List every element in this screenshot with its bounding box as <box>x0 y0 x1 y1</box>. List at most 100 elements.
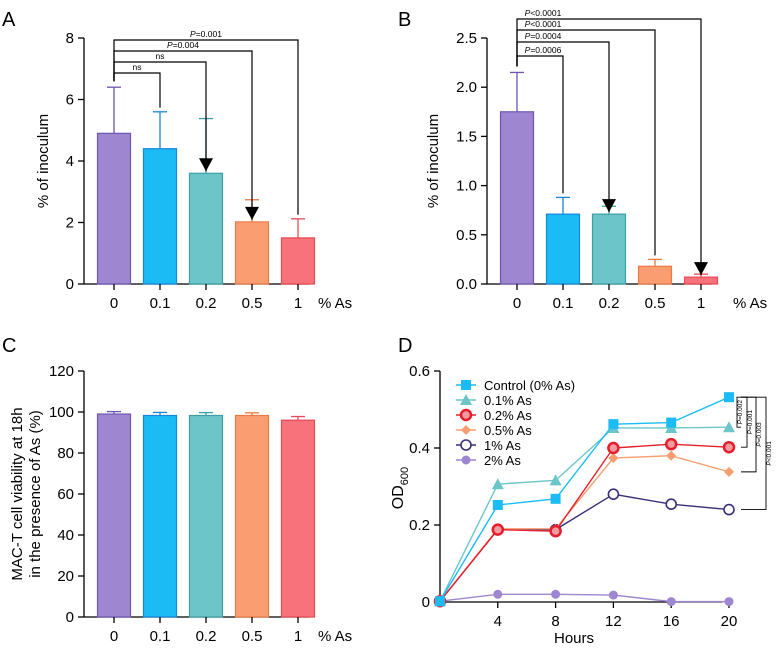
panel-b: B 0.0 0.5 1.0 1.5 2.0 2.5 % of inoculum 0 0.1 0.2… <box>398 8 767 312</box>
bar <box>234 414 270 618</box>
y-tick-label: 120 <box>49 363 74 380</box>
legend-marker <box>460 394 472 405</box>
data-point <box>608 590 618 600</box>
y-tick-label: 1.0 <box>456 178 477 195</box>
x-tick-label: 0.1 <box>150 628 171 645</box>
arrow-head <box>199 158 213 172</box>
bar <box>142 414 178 618</box>
x-tick-label: 0.5 <box>242 628 263 645</box>
data-point <box>722 440 736 454</box>
arrow-head <box>694 262 708 276</box>
data-point <box>666 597 676 607</box>
y-tick-label: 6 <box>66 92 74 109</box>
significance-label: P=0.0006 <box>525 45 562 55</box>
bar <box>280 419 316 618</box>
series-line <box>439 593 729 603</box>
x-tick-label: 0.2 <box>196 628 217 645</box>
y-tick-label: 0 <box>422 594 430 611</box>
data-point <box>723 503 735 516</box>
x-axis-label: % As <box>318 628 352 645</box>
data-point <box>724 466 734 477</box>
legend-entry: 1% As <box>484 438 521 453</box>
significance-bracket <box>516 18 702 276</box>
y-tick-label: 0 <box>66 609 74 626</box>
data-point <box>665 498 678 511</box>
data-point <box>607 441 620 455</box>
data-point <box>492 499 503 510</box>
significance-label: ns <box>133 62 142 72</box>
x-tick-label: 20 <box>721 613 738 630</box>
x-tick-label: 1 <box>294 628 302 645</box>
x-tick-label: 0 <box>110 628 118 645</box>
significance-bracket <box>113 39 299 215</box>
data-point <box>491 478 504 490</box>
y-tick-label: 8 <box>66 30 74 47</box>
significance-label: P<0.001 <box>766 441 773 466</box>
legend-marker <box>461 455 471 465</box>
y-axis-label: % of inoculum <box>35 114 52 208</box>
y-tick-label: 0.6 <box>409 363 430 380</box>
y-tick-label: 0.0 <box>456 276 477 293</box>
data-point <box>723 421 735 433</box>
data-point <box>549 524 562 538</box>
x-tick-label: 0.2 <box>599 295 620 312</box>
data-point <box>664 437 678 451</box>
significance-label: P<0.0001 <box>525 19 562 29</box>
x-tick-label: 0.5 <box>645 295 666 312</box>
y-tick-label: 60 <box>57 486 74 503</box>
data-point <box>724 597 734 607</box>
x-axis-label: % As <box>318 295 352 312</box>
bar <box>142 148 178 285</box>
panel-d: D 0 0.2 0.4 0.6 4 8 12 16 20 Hours OD600 Control (0… <box>390 335 773 647</box>
legend-entry: 0.1% As <box>484 393 532 408</box>
x-tick-label: 12 <box>605 613 622 630</box>
arrow-head <box>602 199 616 213</box>
y-tick-label: 40 <box>57 527 74 544</box>
significance-label: P=0.001 <box>747 410 754 435</box>
bar <box>499 111 535 285</box>
data-point <box>666 417 677 428</box>
data-point <box>666 450 677 461</box>
x-axis-label: % As <box>733 295 767 312</box>
x-axis-label: Hours <box>554 630 594 647</box>
legend-marker <box>461 380 471 390</box>
series-line <box>439 426 730 602</box>
bar <box>683 276 719 285</box>
y-tick-label: 2.0 <box>456 79 477 96</box>
bar <box>188 414 224 618</box>
legend-entry: Control (0% As) <box>484 378 575 393</box>
y-tick-label: 1.5 <box>456 128 477 145</box>
bar <box>234 221 270 285</box>
legend-marker <box>460 439 472 451</box>
data-point <box>607 488 620 501</box>
significance-label: P=0.001 <box>190 29 222 39</box>
x-tick-label: 0.5 <box>242 295 263 312</box>
y-tick-label: 4 <box>66 153 74 170</box>
significance-label: P=0.002 <box>737 400 744 425</box>
data-point <box>608 419 619 430</box>
significance-label: P=0.0004 <box>525 31 562 41</box>
legend-entry: 0.2% As <box>484 408 532 423</box>
legend-marker <box>461 425 471 435</box>
bar <box>545 213 581 285</box>
y-axis-label: MAC-T cell viability at 18h <box>9 407 26 580</box>
significance-bracket <box>113 50 253 220</box>
y-tick-label: 0 <box>66 276 74 293</box>
x-tick-label: 0.2 <box>196 295 217 312</box>
panel-label-c: C <box>2 335 16 357</box>
y-axis-label: OD600 <box>390 467 411 509</box>
bar <box>280 237 316 285</box>
series-line <box>439 396 730 602</box>
significance-label: P<0.0001 <box>525 8 562 18</box>
data-point <box>551 589 561 599</box>
y-tick-label: 100 <box>49 404 74 421</box>
legend-entry: 0.5% As <box>484 423 532 438</box>
bar <box>96 132 132 285</box>
series-line <box>439 443 730 602</box>
data-point <box>435 596 445 607</box>
bar <box>637 265 673 285</box>
x-tick-label: 1 <box>294 295 302 312</box>
bar <box>188 172 224 285</box>
